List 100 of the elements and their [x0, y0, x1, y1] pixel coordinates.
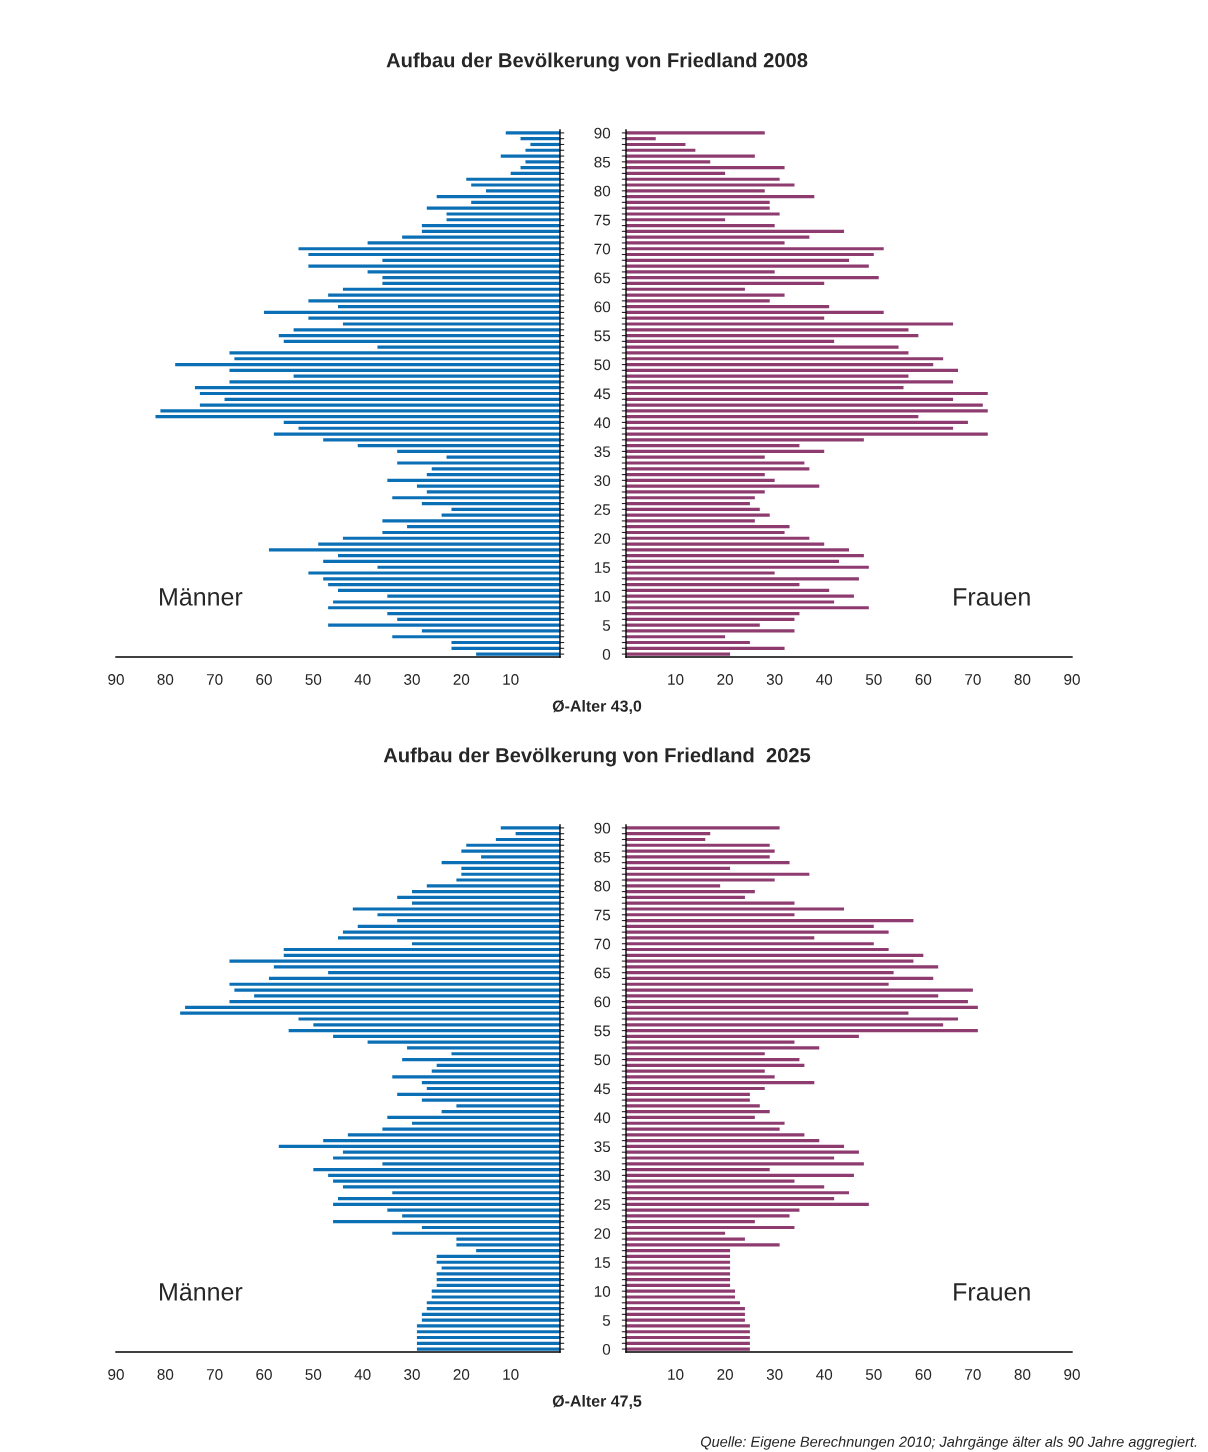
bar: [416, 484, 560, 488]
bar: [626, 1081, 815, 1085]
y-tick-label: 65: [594, 967, 611, 979]
source-note: Quelle: Eigene Berechnungen 2010; Jahrgänge älter als 90 Jahre aggregiert.: [700, 1436, 1197, 1450]
bar: [626, 276, 879, 280]
bar: [626, 281, 825, 286]
bar: [377, 913, 560, 917]
bar: [626, 548, 849, 552]
bar: [626, 525, 790, 529]
x-tick-label: 20: [453, 674, 470, 685]
bar: [421, 1318, 560, 1322]
bar: [421, 1081, 560, 1085]
bar: [626, 559, 840, 564]
bar: [626, 229, 845, 233]
bar: [426, 884, 560, 888]
y-tick-label: 30: [594, 1170, 611, 1182]
bar: [626, 994, 939, 998]
bar: [421, 223, 560, 228]
bar: [626, 646, 785, 650]
bar: [626, 501, 750, 506]
y-tick-label: 10: [594, 1286, 611, 1297]
bar: [328, 971, 560, 975]
bar: [328, 623, 560, 627]
bar: [382, 1162, 560, 1166]
bar: [626, 1139, 820, 1143]
bar: [626, 536, 810, 540]
bar: [426, 1086, 560, 1091]
bar: [626, 1196, 835, 1201]
bar: [626, 1069, 765, 1073]
bar: [626, 1052, 765, 1056]
bar: [626, 496, 755, 500]
bar: [626, 166, 785, 170]
bar: [352, 907, 560, 911]
y-tick-label: 35: [594, 446, 611, 458]
x-tick-label: 60: [915, 1369, 932, 1380]
x-tick-label: 70: [965, 1369, 981, 1380]
bar: [626, 362, 934, 367]
bar: [626, 142, 686, 147]
bar: [298, 426, 560, 430]
bar: [626, 1005, 978, 1010]
bar: [421, 629, 560, 633]
bar: [229, 982, 560, 986]
bar: [626, 1225, 795, 1230]
x-tick-label: 10: [503, 1369, 519, 1380]
bar: [626, 420, 968, 425]
y-tick-label: 40: [594, 417, 611, 429]
bar: [626, 131, 765, 135]
bar: [392, 496, 560, 500]
bar: [333, 1220, 560, 1224]
x-tick-label: 60: [256, 1369, 272, 1380]
y-tick-label: 70: [594, 938, 611, 950]
annotation: Männer: [160, 1283, 243, 1301]
bar: [283, 947, 560, 952]
y-tick-label: 20: [594, 1228, 611, 1239]
bar: [426, 206, 560, 210]
bar: [451, 1052, 560, 1056]
bar: [626, 1000, 968, 1004]
bar: [626, 1272, 731, 1276]
bar: [446, 212, 560, 216]
bar: [298, 1017, 560, 1021]
bar: [626, 861, 790, 865]
bar: [426, 490, 560, 494]
bar: [328, 606, 560, 610]
x-tick-label: 90: [1064, 1369, 1080, 1380]
bar: [436, 1260, 560, 1264]
bar: [421, 229, 560, 233]
bar: [626, 1318, 745, 1322]
bar: [426, 1306, 560, 1311]
bar: [626, 1312, 745, 1316]
bar: [626, 1301, 740, 1305]
bar: [441, 1266, 560, 1270]
x-tick-label: 80: [1014, 1369, 1031, 1380]
bar: [626, 444, 800, 448]
bar: [626, 171, 726, 176]
bar: [626, 588, 830, 592]
annotation: Frauen: [954, 588, 1030, 606]
bar: [264, 310, 560, 315]
bar: [342, 930, 560, 934]
x-tick-label: 70: [965, 674, 981, 685]
y-tick-label: 60: [594, 996, 611, 1008]
bar: [333, 1179, 560, 1183]
bar: [333, 1034, 560, 1038]
bar: [626, 843, 770, 847]
bar: [441, 861, 560, 865]
bar: [626, 478, 775, 482]
y-tick-label: 45: [594, 1083, 611, 1095]
bar: [397, 617, 560, 621]
x-axis-title: Ø-Alter 43,0: [552, 700, 642, 715]
bar: [626, 438, 864, 442]
bar: [308, 252, 560, 257]
bar: [626, 947, 889, 952]
y-tick-label: 15: [594, 1257, 611, 1268]
x-tick-label: 80: [1014, 674, 1031, 685]
bar: [293, 328, 560, 332]
bar: [229, 959, 560, 963]
bar: [626, 1046, 820, 1050]
x-tick-label: 40: [816, 1369, 833, 1380]
bar: [626, 183, 795, 187]
x-tick-label: 10: [668, 1369, 684, 1380]
bar: [436, 1278, 560, 1282]
